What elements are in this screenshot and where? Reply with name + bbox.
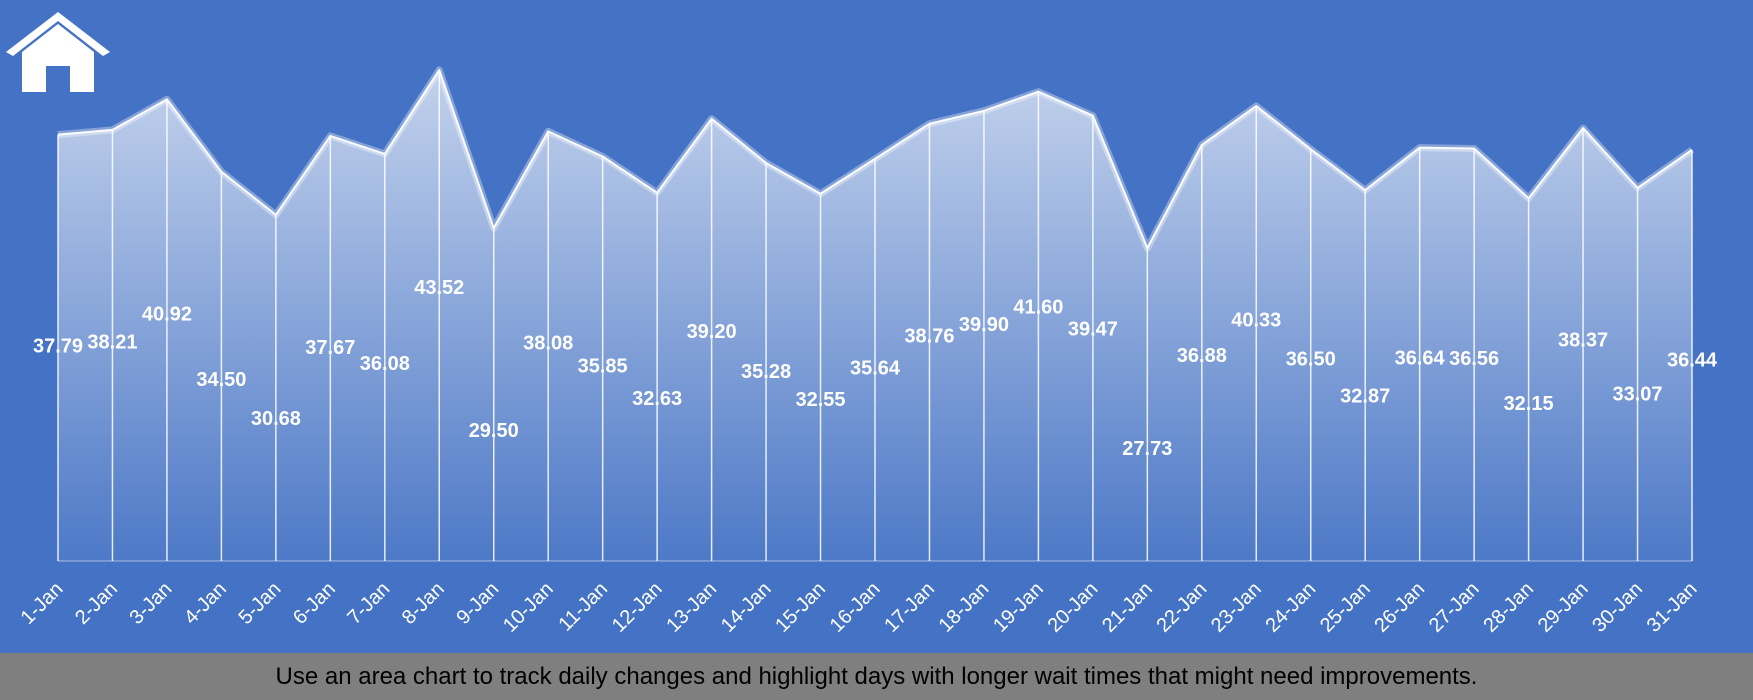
data-label: 43.52 bbox=[414, 277, 464, 299]
x-tick-label: 15-Jan bbox=[771, 578, 830, 637]
x-tick-label: 23-Jan bbox=[1207, 578, 1266, 637]
data-label: 35.28 bbox=[741, 361, 791, 383]
x-tick-label: 22-Jan bbox=[1153, 578, 1212, 637]
x-tick-label: 18-Jan bbox=[935, 578, 994, 637]
x-tick-label: 12-Jan bbox=[608, 578, 667, 637]
x-tick-label: 19-Jan bbox=[989, 578, 1048, 637]
x-tick-label: 31-Jan bbox=[1643, 578, 1702, 637]
x-tick-label: 5-Jan bbox=[234, 578, 285, 629]
x-tick-label: 30-Jan bbox=[1588, 578, 1647, 637]
x-tick-label: 10-Jan bbox=[499, 578, 558, 637]
x-tick-label: 29-Jan bbox=[1534, 578, 1593, 637]
data-label: 38.76 bbox=[904, 326, 954, 348]
x-tick-label: 27-Jan bbox=[1425, 578, 1484, 637]
data-label: 35.85 bbox=[578, 355, 628, 377]
data-label: 37.67 bbox=[305, 337, 355, 359]
x-axis-tick-labels: 1-Jan 2-Jan 3-Jan 4-Jan 5-Jan 6-Jan 7-Jan 8-Jan… bbox=[17, 578, 1702, 637]
x-tick-label: 9-Jan bbox=[452, 578, 503, 629]
x-tick-label: 2-Jan bbox=[71, 578, 122, 629]
data-label: 32.63 bbox=[632, 388, 682, 410]
data-label: 34.50 bbox=[196, 369, 246, 391]
data-label: 30.68 bbox=[251, 408, 301, 430]
x-tick-label: 6-Jan bbox=[289, 578, 340, 629]
x-tick-label: 8-Jan bbox=[398, 578, 449, 629]
data-label: 36.56 bbox=[1449, 348, 1499, 370]
data-label: 32.55 bbox=[796, 389, 846, 411]
footer-banner: Use an area chart to track daily changes… bbox=[0, 653, 1753, 700]
data-label: 32.87 bbox=[1340, 386, 1390, 408]
x-tick-label: 25-Jan bbox=[1316, 578, 1375, 637]
data-label: 38.08 bbox=[523, 333, 573, 355]
data-label: 40.33 bbox=[1231, 310, 1281, 332]
data-label: 35.64 bbox=[850, 357, 901, 379]
x-tick-label: 24-Jan bbox=[1261, 578, 1320, 637]
data-label: 27.73 bbox=[1122, 438, 1172, 460]
data-label: 41.60 bbox=[1013, 297, 1063, 319]
x-tick-label: 3-Jan bbox=[126, 578, 177, 629]
data-label: 33.07 bbox=[1613, 384, 1663, 406]
footer-text: Use an area chart to track daily changes… bbox=[275, 662, 1478, 690]
data-label: 39.90 bbox=[959, 314, 1009, 336]
x-tick-label: 11-Jan bbox=[554, 578, 612, 636]
data-label: 32.15 bbox=[1504, 393, 1554, 415]
x-tick-label: 20-Jan bbox=[1044, 578, 1103, 637]
area-layer bbox=[57, 66, 1695, 562]
data-label: 39.20 bbox=[687, 321, 737, 343]
x-tick-label: 4-Jan bbox=[180, 578, 231, 629]
x-tick-label: 14-Jan bbox=[717, 578, 776, 637]
x-tick-label: 17-Jan bbox=[880, 578, 939, 637]
x-tick-label: 21-Jan bbox=[1098, 578, 1157, 637]
x-tick-label: 16-Jan bbox=[826, 578, 885, 637]
home-icon[interactable] bbox=[6, 10, 110, 92]
data-label: 36.50 bbox=[1286, 349, 1336, 371]
data-label: 29.50 bbox=[469, 420, 519, 442]
data-label: 38.21 bbox=[87, 331, 137, 353]
x-tick-label: 1-Jan bbox=[17, 578, 68, 629]
series-line bbox=[57, 68, 1693, 250]
data-label: 36.64 bbox=[1395, 347, 1446, 369]
data-label: 36.08 bbox=[360, 353, 410, 375]
x-tick-label: 28-Jan bbox=[1479, 578, 1538, 637]
x-tick-label: 26-Jan bbox=[1370, 578, 1429, 637]
data-label: 38.37 bbox=[1558, 330, 1608, 352]
data-label: 36.88 bbox=[1177, 345, 1227, 367]
data-label: 37.79 bbox=[33, 336, 83, 358]
x-tick-label: 7-Jan bbox=[343, 578, 394, 629]
data-label: 39.47 bbox=[1068, 318, 1118, 340]
data-label: 36.44 bbox=[1667, 349, 1718, 371]
x-tick-label: 13-Jan bbox=[662, 578, 721, 637]
data-label: 40.92 bbox=[142, 304, 192, 326]
